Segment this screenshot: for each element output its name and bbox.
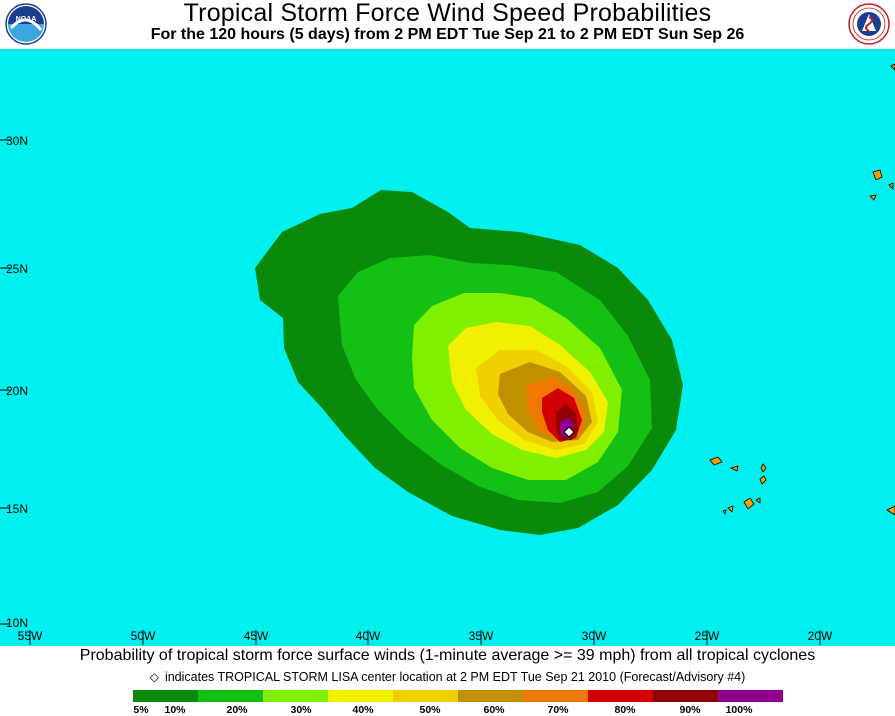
island bbox=[709, 456, 723, 466]
islands bbox=[709, 63, 895, 516]
legend-label-40: 40% bbox=[352, 704, 374, 716]
map-caption: Probability of tropical storm force surf… bbox=[79, 647, 816, 664]
island bbox=[760, 463, 767, 473]
legend-label-60: 60% bbox=[483, 704, 505, 716]
lon-label-30w: 30W bbox=[582, 629, 607, 643]
legend-label-20: 20% bbox=[226, 704, 248, 716]
noaa-logo: NOAA bbox=[5, 3, 47, 45]
legend-swatch-10-20 bbox=[198, 690, 263, 702]
probability-legend bbox=[133, 690, 783, 702]
legend-swatch-80-90 bbox=[653, 690, 718, 702]
nws-logo bbox=[848, 3, 890, 45]
legend-swatch-90-100 bbox=[718, 690, 783, 702]
page-subtitle: For the 120 hours (5 days) from 2 PM EDT… bbox=[150, 26, 745, 43]
island bbox=[886, 505, 895, 516]
legend-label-50: 50% bbox=[419, 704, 441, 716]
lon-label-35w: 35W bbox=[469, 629, 494, 643]
longitude-ticks bbox=[29, 630, 821, 645]
island bbox=[888, 182, 894, 190]
lat-label-15n: 15N bbox=[6, 502, 28, 516]
lon-label-20w: 20W bbox=[808, 629, 833, 643]
lat-label-20n: 20N bbox=[6, 384, 28, 398]
storm-center-note-text: indicates TROPICAL STORM LISA center loc… bbox=[164, 670, 746, 684]
lon-label-45w: 45W bbox=[244, 629, 269, 643]
legend-label-70: 70% bbox=[547, 704, 569, 716]
lon-label-25w: 25W bbox=[695, 629, 720, 643]
lon-label-40w: 40W bbox=[356, 629, 381, 643]
lat-label-25n: 25N bbox=[6, 262, 28, 276]
island bbox=[872, 169, 883, 181]
legend-labels: 5% 10% 20% 30% 40% 50% 60% 70% 80% 90% 1… bbox=[0, 704, 895, 716]
lon-label-55w: 55W bbox=[18, 629, 43, 643]
latitude-ticks bbox=[0, 139, 10, 625]
legend-swatch-50-60 bbox=[458, 690, 523, 702]
legend-swatch-60-70 bbox=[523, 690, 588, 702]
island bbox=[722, 509, 727, 515]
legend-swatch-70-80 bbox=[588, 690, 653, 702]
legend-swatch-20-30 bbox=[263, 690, 328, 702]
legend-label-5: 5% bbox=[133, 704, 149, 716]
legend-swatch-30-40 bbox=[328, 690, 393, 702]
storm-center-marker bbox=[563, 426, 575, 438]
legend-label-30: 30% bbox=[290, 704, 312, 716]
island bbox=[743, 497, 755, 510]
lon-label-50w: 50W bbox=[131, 629, 156, 643]
header: NOAA Tropical Storm Force Wind Speed Pro… bbox=[0, 0, 895, 49]
island bbox=[869, 194, 877, 201]
page-title: Tropical Storm Force Wind Speed Probabil… bbox=[183, 0, 712, 27]
probability-map: 30N 25N 20N 15N 10N 55W 50W 45W 40W 35W … bbox=[0, 49, 895, 646]
legend-swatch-40-50 bbox=[393, 690, 458, 702]
diamond-icon: ◇ bbox=[149, 670, 159, 684]
legend-swatch-5-10 bbox=[133, 690, 198, 702]
lat-label-10n: 10N bbox=[6, 616, 28, 630]
island bbox=[890, 63, 895, 71]
lat-label-30n: 30N bbox=[6, 134, 28, 148]
island bbox=[755, 497, 761, 504]
storm-center-note: ◇ indicates TROPICAL STORM LISA center lo… bbox=[0, 670, 895, 684]
island bbox=[759, 475, 767, 485]
legend-label-100: 100% bbox=[725, 704, 753, 716]
legend-label-80: 80% bbox=[614, 704, 636, 716]
noaa-logo-text: NOAA bbox=[16, 16, 37, 23]
legend-label-90: 90% bbox=[679, 704, 701, 716]
legend-label-10: 10% bbox=[164, 704, 186, 716]
island bbox=[729, 465, 739, 472]
island bbox=[727, 505, 734, 513]
